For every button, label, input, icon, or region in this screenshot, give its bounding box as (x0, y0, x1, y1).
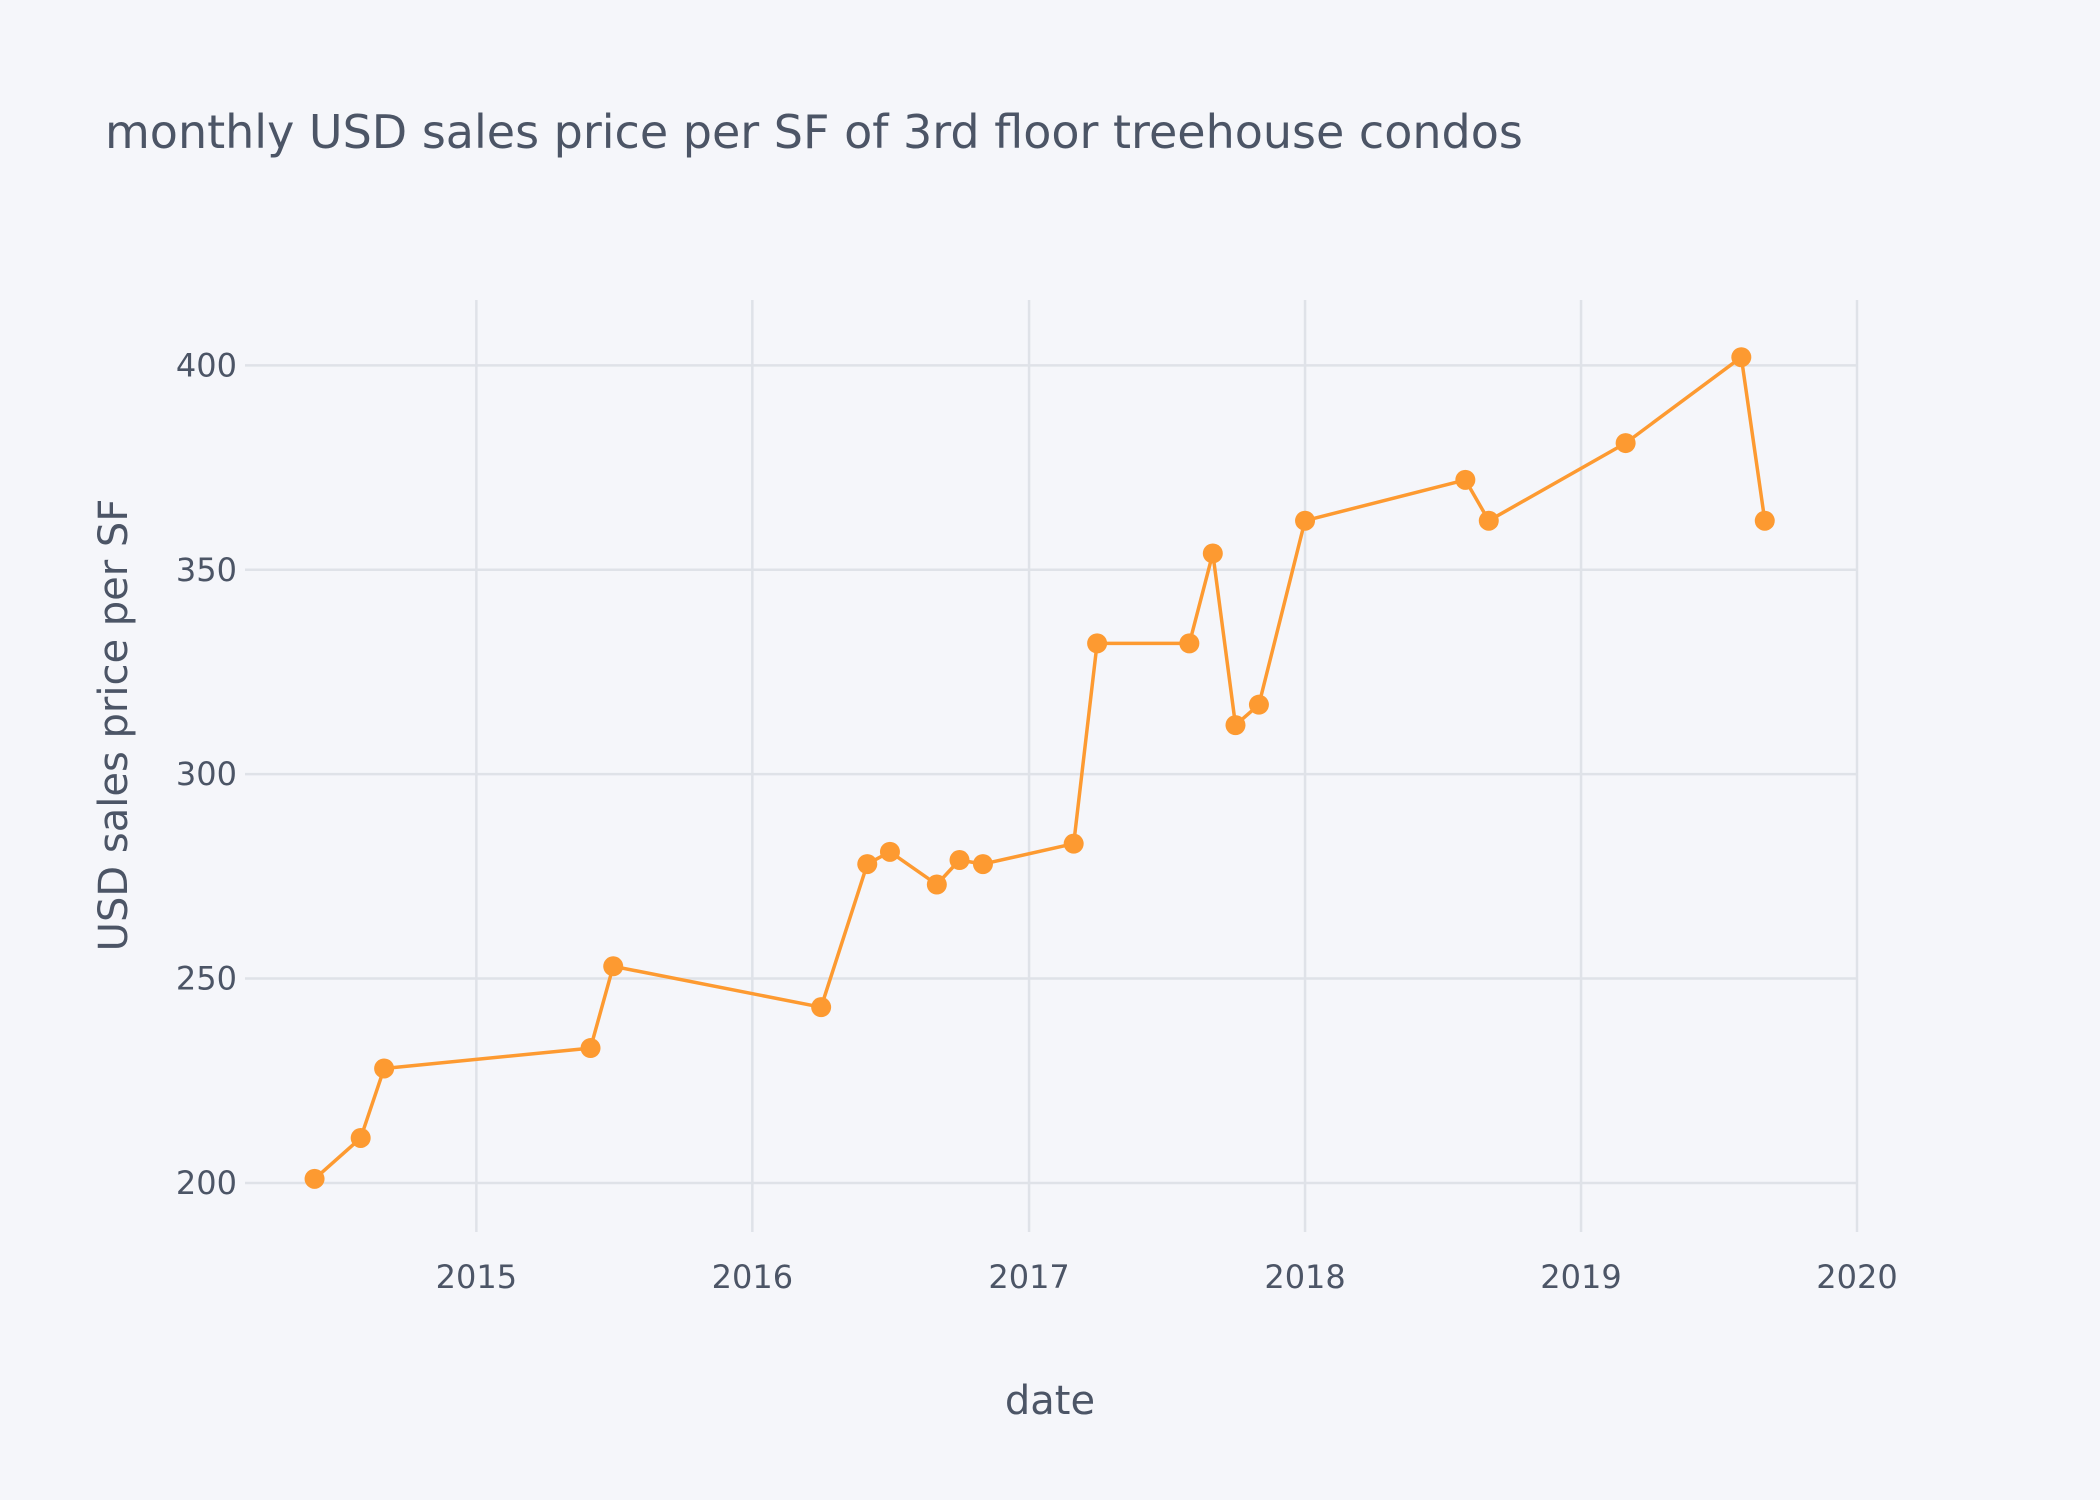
grid-layer (245, 300, 1859, 1232)
x-tick-label: 2016 (712, 1258, 793, 1296)
x-axis-ticks: 2015 2016 2017 2018 2019 2020 (436, 1258, 1898, 1296)
y-axis-title: USD sales price per SF (91, 499, 137, 952)
data-point[interactable] (1179, 633, 1200, 654)
y-tick-label: 250 (176, 960, 237, 998)
data-point[interactable] (1731, 347, 1752, 368)
x-tick-label: 2020 (1816, 1258, 1897, 1296)
data-point[interactable] (1615, 433, 1636, 454)
data-point[interactable] (1478, 510, 1499, 531)
x-tick-label: 2018 (1264, 1258, 1345, 1296)
series-layer (304, 347, 1775, 1189)
data-point[interactable] (926, 874, 947, 895)
y-tick-label: 300 (176, 755, 237, 793)
x-tick-label: 2015 (436, 1258, 517, 1296)
chart-title: monthly USD sales price per SF of 3rd fl… (105, 105, 1523, 159)
data-point[interactable] (972, 854, 993, 875)
data-point[interactable] (603, 956, 624, 977)
data-point[interactable] (811, 997, 832, 1018)
data-point[interactable] (304, 1168, 325, 1189)
data-point[interactable] (1225, 715, 1246, 736)
data-point[interactable] (949, 850, 970, 871)
data-point[interactable] (857, 854, 878, 875)
data-point[interactable] (1455, 469, 1476, 490)
y-tick-label: 400 (176, 346, 237, 384)
x-tick-label: 2017 (988, 1258, 1069, 1296)
data-point[interactable] (1295, 510, 1316, 531)
data-point[interactable] (580, 1038, 601, 1059)
data-point[interactable] (1063, 833, 1084, 854)
y-tick-label: 200 (176, 1164, 237, 1202)
data-point[interactable] (879, 841, 900, 862)
data-point[interactable] (1248, 694, 1269, 715)
y-tick-label: 350 (176, 551, 237, 589)
data-point[interactable] (350, 1127, 371, 1148)
series-line (313, 355, 1767, 1181)
data-point[interactable] (1754, 510, 1775, 531)
x-tick-label: 2019 (1540, 1258, 1621, 1296)
data-point[interactable] (1202, 543, 1223, 564)
data-point[interactable] (1087, 633, 1108, 654)
data-point[interactable] (374, 1058, 395, 1079)
y-axis-ticks: 200 250 300 350 400 (176, 346, 237, 1202)
x-axis-title: date (1005, 1378, 1095, 1424)
